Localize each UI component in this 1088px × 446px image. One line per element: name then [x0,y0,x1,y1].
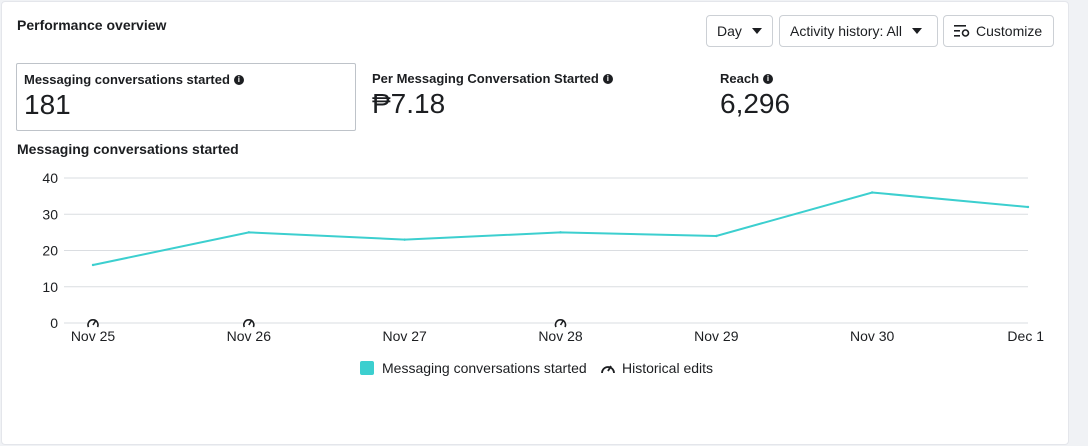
series-swatch [360,361,374,375]
info-icon[interactable]: i [233,74,244,85]
customize-label: Customize [976,23,1043,39]
data-point [247,231,251,234]
metric-value: 181 [24,89,71,120]
series-line [92,191,1029,266]
historical-edit-marker[interactable] [554,317,567,329]
info-icon[interactable]: i [763,73,774,84]
legend-edits-label: Historical edits [622,360,714,376]
y-tick-label: 20 [42,243,58,259]
line-chart: 0 10 20 30 40 Nov 25 Nov 26 Nov 27 Nov 28 Nov 29 N… [42,170,1044,344]
y-tick-label: 40 [42,170,58,186]
metric-label: Per Messaging Conversation Started [372,71,599,86]
x-tick-label: Nov 25 [71,328,116,344]
legend-series[interactable]: Messaging conversations started [360,360,587,376]
info-icon[interactable]: i [602,73,613,84]
performance-panel: Performance overview Day Activity histor… [1,1,1069,445]
x-tick-label: Nov 30 [850,328,895,344]
x-tick-label: Nov 26 [227,328,272,344]
day-dropdown-label: Day [717,23,742,39]
y-tick-label: 30 [42,206,58,222]
caret-down-icon [751,28,762,34]
customize-button[interactable]: Customize [943,15,1054,47]
data-point [1026,205,1030,209]
gauge-icon [601,365,615,374]
legend-historical-edits[interactable]: Historical edits [600,360,713,376]
x-tick-label: Nov 29 [694,328,739,344]
data-point [870,191,874,194]
caret-down-icon [912,28,923,34]
x-tick-label: Dec 1 [1007,328,1044,344]
day-dropdown[interactable]: Day [706,15,773,47]
activity-history-dropdown[interactable]: Activity history: All [779,15,938,47]
metric-messaging-conversations[interactable]: Messaging conversations started i 181 [16,63,356,131]
customize-icon [954,25,970,37]
metric-label: Messaging conversations started [24,72,230,87]
data-point [715,234,718,238]
data-point [91,263,95,267]
x-tick-label: Nov 27 [382,328,427,344]
legend-series-label: Messaging conversations started [382,360,587,376]
x-tick-label: Nov 28 [538,328,583,344]
y-tick-label: 10 [42,279,58,295]
metric-cost-per-conversation[interactable]: Per Messaging Conversation Started i ₱7.… [365,63,695,131]
data-point [403,238,406,241]
metric-reach[interactable]: Reach i 6,296 [713,63,1043,131]
metric-value: 6,296 [720,88,791,119]
y-tick-label: 0 [50,315,58,331]
metric-value: ₱7.18 [372,88,446,119]
data-point [559,231,562,234]
metric-label: Reach [720,71,760,86]
historical-edit-marker[interactable] [242,317,255,329]
page-title: Performance overview [17,17,167,33]
chart-title: Messaging conversations started [17,141,239,157]
historical-edit-marker[interactable] [87,317,99,329]
activity-history-label: Activity history: All [790,23,903,39]
